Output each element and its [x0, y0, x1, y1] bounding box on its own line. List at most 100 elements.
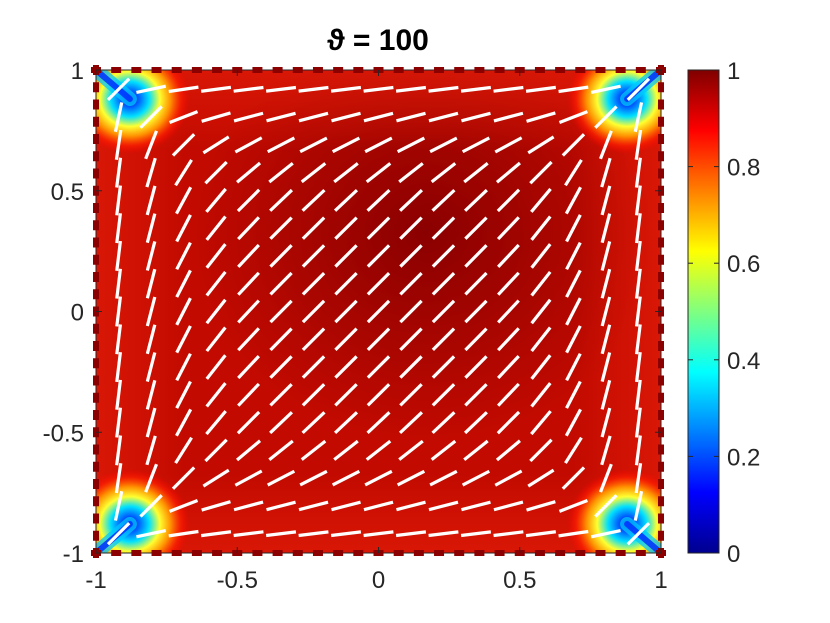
- director-dash: [145, 324, 157, 355]
- director-dash: [205, 187, 227, 213]
- director-dash: [395, 530, 427, 538]
- director-dash: [269, 271, 293, 296]
- director-dash: [139, 105, 163, 129]
- director-dash: [236, 410, 261, 435]
- director-dash: [565, 269, 582, 298]
- director-dash: [600, 352, 612, 382]
- director-dash: [428, 85, 459, 93]
- director-dash: [564, 408, 582, 437]
- director-dash: [366, 216, 391, 240]
- director-dash: [565, 297, 582, 326]
- director-dash: [496, 188, 521, 213]
- director-dash: [115, 268, 123, 299]
- director-dash: [460, 85, 492, 93]
- director-dash: [399, 383, 423, 407]
- director-dash: [530, 382, 552, 408]
- director-dash: [363, 85, 394, 93]
- director-dash: [331, 500, 361, 512]
- director-dash: [594, 494, 618, 518]
- heatmap-center-glow: [140, 70, 660, 500]
- director-dash: [429, 469, 458, 487]
- director-dash: [530, 243, 552, 269]
- director-dash: [600, 157, 612, 188]
- director-dash: [145, 268, 157, 299]
- director-dash: [493, 530, 524, 538]
- director-dash: [363, 500, 394, 512]
- director-dash: [236, 161, 262, 184]
- x-tick-label: -1: [85, 567, 106, 594]
- director-dash: [600, 296, 612, 327]
- director-dash: [205, 298, 227, 325]
- director-dash: [529, 438, 553, 463]
- director-dash: [600, 407, 612, 438]
- director-dash: [363, 111, 394, 123]
- director-dash: [300, 439, 327, 461]
- director-dash: [115, 213, 123, 244]
- director-dash: [202, 468, 230, 488]
- director-dash: [106, 77, 131, 102]
- director-dash: [494, 469, 523, 487]
- director-dash: [398, 162, 424, 184]
- director-dash: [366, 355, 391, 379]
- director-dash: [333, 162, 359, 184]
- director-dash: [174, 159, 193, 187]
- director-dash: [464, 271, 488, 296]
- director-dash: [464, 383, 488, 407]
- director-dash: [145, 407, 157, 438]
- director-dash: [634, 240, 642, 272]
- director-dash: [299, 136, 328, 154]
- director-dash: [301, 383, 326, 407]
- director-dash: [429, 136, 458, 154]
- corner-streak-core: [96, 70, 133, 102]
- director-dash: [298, 500, 329, 512]
- director-dash: [634, 379, 642, 410]
- director-dash: [175, 408, 193, 437]
- director-dash: [464, 355, 488, 379]
- y-tick-label: 0: [71, 300, 84, 327]
- director-dash: [115, 324, 123, 355]
- director-dash: [330, 85, 362, 93]
- director-dash: [237, 216, 261, 241]
- director-dash: [600, 268, 612, 299]
- director-dash: [175, 241, 192, 271]
- colorbar: [687, 69, 720, 554]
- director-dash: [115, 351, 123, 383]
- director-dash: [202, 135, 230, 155]
- director-dash: [497, 327, 520, 352]
- director-dash: [331, 136, 361, 154]
- director-dash: [366, 271, 391, 296]
- director-dash: [431, 216, 456, 240]
- director-dash: [399, 327, 423, 352]
- director-dash: [106, 521, 131, 546]
- colorbar-tick-label: 0: [727, 541, 740, 568]
- director-dash: [431, 327, 456, 352]
- director-dash: [464, 244, 488, 268]
- director-dash: [266, 500, 296, 512]
- director-dash: [266, 111, 296, 123]
- chart-title: ϑ = 100: [327, 24, 429, 57]
- director-dash: [530, 326, 552, 353]
- colorbar-tick-label: 0.4: [727, 348, 760, 375]
- director-dash: [364, 136, 393, 154]
- director-dash: [497, 271, 520, 296]
- director-dash: [431, 383, 456, 407]
- director-dash: [234, 136, 263, 154]
- director-dash: [530, 354, 552, 380]
- director-dash: [600, 324, 612, 355]
- director-dash: [175, 325, 192, 354]
- director-dash: [174, 436, 193, 464]
- director-dash: [145, 185, 157, 216]
- director-dash: [333, 439, 359, 461]
- director-dash: [464, 299, 488, 324]
- director-dash: [205, 270, 227, 297]
- director-dash: [136, 84, 167, 95]
- director-dash: [145, 296, 157, 327]
- director-dash: [175, 352, 192, 382]
- x-tick-label: -0.5: [217, 567, 258, 594]
- director-dash: [565, 214, 582, 243]
- director-dash: [204, 438, 228, 463]
- director-dash: [600, 213, 612, 244]
- director-dash: [396, 469, 426, 487]
- director-dash: [269, 299, 293, 324]
- director-dash: [233, 111, 264, 123]
